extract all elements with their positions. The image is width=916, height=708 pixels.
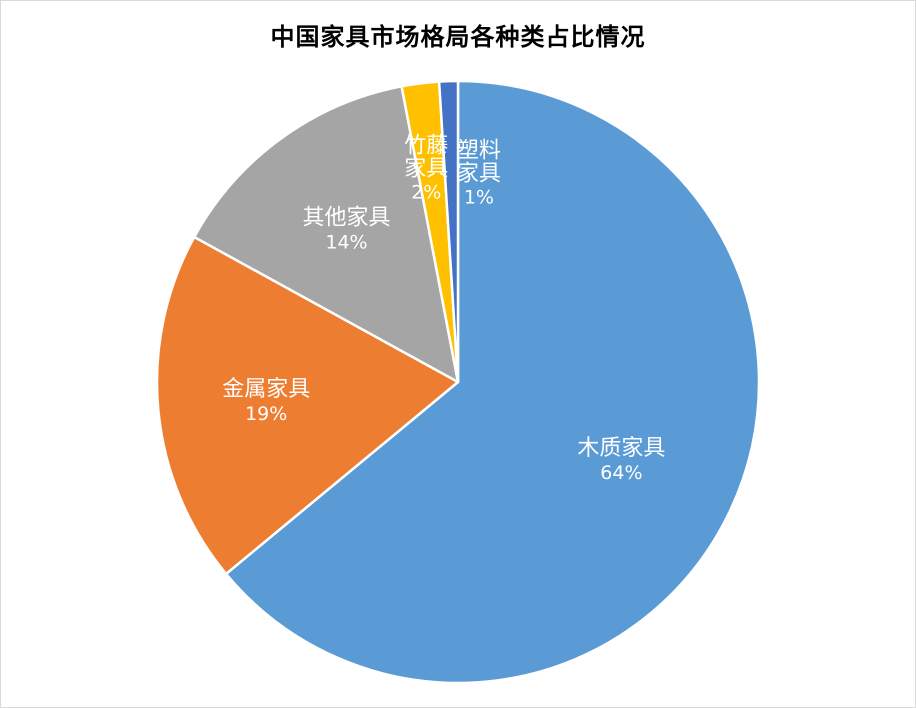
data-label-name: 竹藤 (404, 134, 448, 159)
data-label-name: 金属家具 (222, 377, 310, 402)
data-label-percent: 19% (245, 403, 287, 425)
pie-slices (155, 79, 761, 685)
data-label-name: 其他家具 (302, 206, 390, 231)
data-label-percent: 2% (411, 182, 441, 204)
pie-slice (155, 235, 460, 576)
pie-slice (224, 79, 761, 685)
data-label: 金属家具 19% (222, 377, 310, 425)
data-label-name: 塑料 (457, 138, 501, 163)
data-label: 竹藤家具 2% (404, 134, 448, 204)
data-label: 木质家具 64% (577, 436, 665, 484)
data-label-name: 木质家具 (577, 436, 665, 461)
pie-slice (437, 79, 460, 384)
data-label-percent: 1% (464, 186, 494, 208)
chart-title: 中国家具市场格局各种类占比情况 (270, 23, 646, 51)
data-label-name: 家具 (457, 161, 501, 186)
data-label-percent: 64% (600, 462, 642, 484)
data-label: 塑料家具 1% (457, 138, 501, 208)
pie-slice (192, 85, 460, 384)
data-label: 其他家具 14% (302, 206, 390, 254)
data-label-name: 家具 (404, 157, 448, 182)
pie-labels: 木质家具 64%金属家具 19%其他家具 14%竹藤家具 2%塑料家具 1% (222, 134, 665, 484)
data-label-percent: 14% (325, 232, 367, 254)
